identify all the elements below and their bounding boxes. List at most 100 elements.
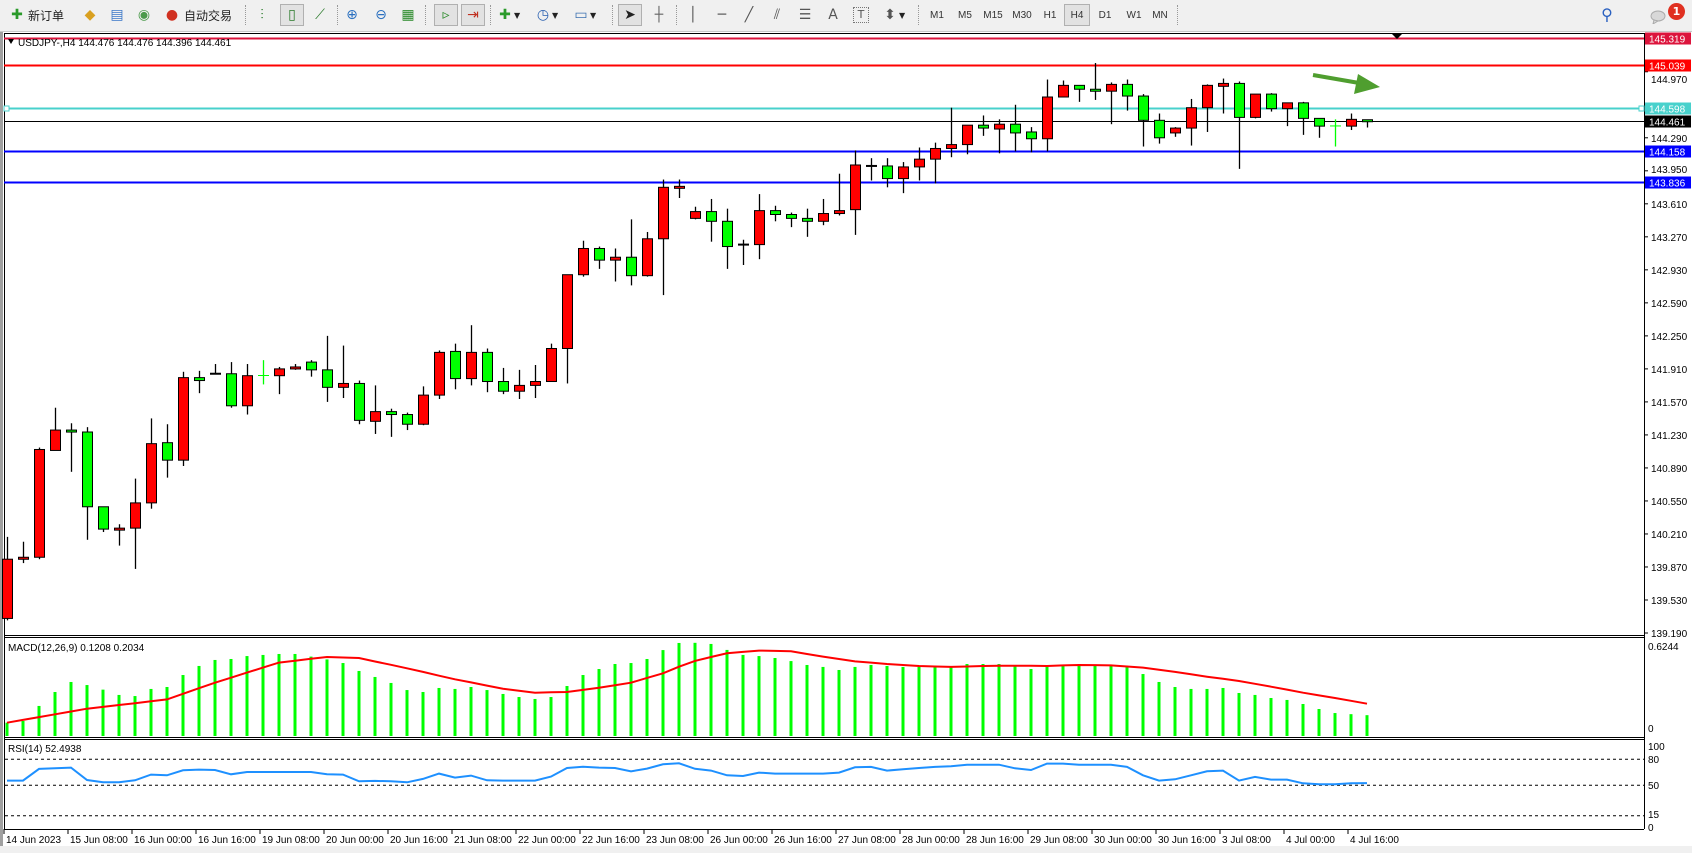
macd-bar [853, 666, 857, 736]
candle-bear [450, 350, 461, 380]
macd-bar [837, 669, 841, 736]
fibonacci-button[interactable]: ☰ [796, 4, 814, 26]
crosshair-button[interactable]: ┼ [650, 4, 668, 26]
collapse-triangle-icon[interactable] [8, 39, 14, 44]
trendline-button[interactable]: ╱ [740, 4, 758, 26]
candle-bull [610, 256, 621, 261]
time-tick-label: 23 Jun 08:00 [646, 835, 704, 846]
search-button[interactable]: ⚲ [1598, 4, 1616, 26]
notification-button[interactable] [1650, 4, 1668, 26]
text-button[interactable]: A [824, 4, 842, 26]
hline-handle[interactable] [1638, 105, 1645, 112]
text-label-button[interactable]: T [853, 4, 869, 26]
timeframe-m1[interactable]: M1 [930, 9, 944, 21]
line-chart-button[interactable]: ⟋ [311, 4, 329, 26]
templates-button[interactable]: ▭ ▼ [572, 4, 596, 26]
macd-bar [533, 698, 537, 736]
macd-bar [1045, 666, 1049, 736]
candle-bull [690, 211, 701, 219]
timeframe-m15[interactable]: M15 [983, 9, 1003, 21]
macd-bar [85, 685, 89, 736]
candlestick-button[interactable]: ▯ [280, 4, 304, 26]
macd-tick-label: 0.6244 [1648, 642, 1679, 653]
macd-bar [149, 688, 153, 736]
bar-chart-button[interactable]: ⫶ [253, 4, 271, 26]
candle-bear [882, 165, 893, 180]
candle-bull [818, 213, 829, 222]
macd-bar [1029, 669, 1033, 736]
macd-bar [261, 654, 265, 736]
vertical-line-icon: │ [688, 7, 698, 23]
new-order-button[interactable]: ✚ 新订单 [8, 4, 64, 26]
status-strip [0, 846, 1692, 853]
timeframe-h4[interactable]: H4 [1064, 4, 1090, 26]
chart-window[interactable]: 144.970 144.290 143.950 143.610 143.270 142.9… [0, 32, 1692, 853]
timeframe-d1[interactable]: D1 [1098, 9, 1112, 21]
macd-bar [1125, 666, 1129, 736]
timeframe-h1[interactable]: H1 [1043, 9, 1057, 21]
equidistant-channel-icon: ⫽ [773, 7, 781, 23]
chart-shift-marker-icon[interactable] [1392, 34, 1402, 39]
zoom-in-icon: ⊕ [346, 7, 358, 23]
timeframe-m30[interactable]: M30 [1012, 9, 1032, 21]
zoom-out-button[interactable]: ⊖ [372, 4, 390, 26]
price-label: 145.039 [1649, 62, 1686, 73]
chart-canvas[interactable]: 144.970 144.290 143.950 143.610 143.270 142.9… [0, 32, 1692, 853]
timeframe-mn[interactable]: MN [1152, 9, 1168, 21]
macd-bar [245, 656, 249, 736]
chevron-down-icon: ▼ [552, 10, 559, 20]
data-window-button[interactable]: ▤ [108, 4, 126, 26]
macd-bar [581, 675, 585, 736]
candle-bull [2, 558, 13, 619]
candle-bull [1218, 82, 1229, 87]
hline-handle[interactable] [3, 105, 10, 112]
price-label-box [1645, 59, 1691, 72]
macd-bar [181, 675, 185, 736]
vertical-line-button[interactable]: │ [684, 4, 702, 26]
horizontal-line-button[interactable]: ─ [713, 4, 731, 26]
candle-bear [66, 429, 77, 433]
macd-bar [709, 643, 713, 736]
candle-bear [386, 411, 397, 416]
cursor-button[interactable]: ➤ [618, 4, 642, 26]
price-label-box [1645, 145, 1691, 158]
candle-bear [498, 381, 509, 392]
candle-bull [370, 411, 381, 422]
candle-bear [978, 124, 989, 129]
candle-bear [1090, 88, 1101, 92]
market-watch-button[interactable]: ◆ [81, 4, 99, 26]
toolbar-separator [1177, 5, 1178, 25]
time-tick-label: 19 Jun 08:00 [262, 835, 320, 846]
navigator-button[interactable]: ◉ [135, 4, 153, 26]
tile-windows-button[interactable]: ▦ [399, 4, 417, 26]
window-border [0, 32, 3, 853]
time-tick-label: 22 Jun 00:00 [518, 835, 576, 846]
price-tick-label: 143.950 [1651, 165, 1688, 176]
price-tick-label: 143.270 [1651, 233, 1688, 244]
auto-trading-label: 自动交易 [184, 8, 233, 23]
timeframe-w1[interactable]: W1 [1126, 9, 1142, 21]
zoom-in-button[interactable]: ⊕ [343, 4, 361, 26]
chevron-down-icon: ▼ [590, 10, 597, 20]
candle-bull [962, 124, 973, 146]
candle-bull [914, 158, 925, 168]
horizontal-line-icon: ─ [717, 7, 727, 23]
arrows-button[interactable]: ⬍ ▼ [881, 4, 905, 26]
periods-button[interactable]: ◷ ▼ [534, 4, 558, 26]
auto-scroll-button[interactable]: ▹ [434, 4, 458, 26]
auto-trading-button[interactable]: ● 自动交易 [163, 4, 232, 26]
price-tick-label: 142.930 [1651, 266, 1688, 277]
new-chart-button[interactable]: ✚ ▼ [496, 4, 520, 26]
price-label-box [1645, 176, 1691, 189]
equidistant-channel-button[interactable]: ⫽ [768, 4, 786, 26]
text-label-icon: T [853, 7, 869, 23]
chart-shift-button[interactable]: ⇥ [461, 4, 485, 26]
timeframe-m5[interactable]: M5 [958, 9, 972, 21]
candle-bull [946, 144, 957, 149]
price-tick-label: 141.910 [1651, 365, 1688, 376]
macd-bar [965, 664, 969, 736]
macd-bar [21, 720, 25, 736]
candle-bull [290, 366, 301, 370]
line-chart-icon: ⟋ [315, 7, 325, 23]
crosshair-icon: ┼ [654, 7, 664, 23]
